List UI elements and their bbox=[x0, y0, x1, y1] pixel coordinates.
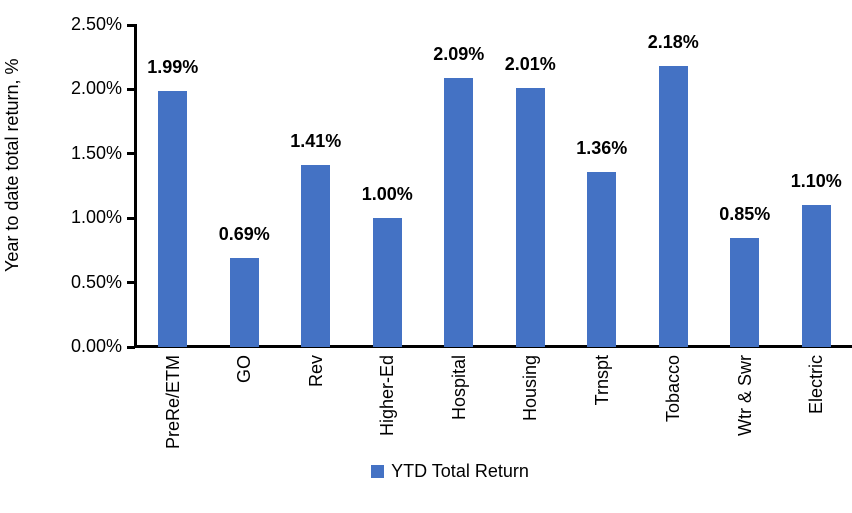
bar bbox=[515, 88, 545, 347]
y-axis-tick-label: 0.00% bbox=[70, 336, 122, 356]
bar-value-label: 2.09% bbox=[433, 43, 485, 64]
legend-item: YTD Total Return bbox=[371, 461, 529, 482]
x-axis-tick-label: GO bbox=[234, 355, 255, 384]
y-axis-tick bbox=[127, 216, 135, 220]
x-axis-tick-label: Electric bbox=[806, 355, 827, 415]
y-axis-tick bbox=[127, 23, 135, 27]
bar-value-label: 0.85% bbox=[719, 203, 771, 224]
bar bbox=[587, 171, 617, 347]
x-axis-tick-label: Housing bbox=[520, 355, 541, 422]
bar-value-label: 0.69% bbox=[218, 224, 270, 245]
x-axis-tick-label: Rev bbox=[305, 355, 326, 388]
bar bbox=[658, 66, 688, 347]
y-axis-tick-label: 1.00% bbox=[70, 207, 122, 228]
bar bbox=[301, 165, 331, 347]
bar-value-label: 1.36% bbox=[576, 137, 628, 158]
y-axis-tick bbox=[127, 345, 135, 349]
bar-value-label: 2.01% bbox=[504, 54, 556, 75]
bar bbox=[158, 90, 188, 347]
plot-area bbox=[134, 24, 852, 348]
legend: YTD Total Return bbox=[0, 461, 852, 482]
y-axis-tick bbox=[127, 87, 135, 91]
x-axis-tick-label: Tobacco bbox=[663, 355, 684, 423]
bar bbox=[229, 258, 259, 347]
x-axis-tick-label: Hospital bbox=[448, 355, 469, 421]
y-axis-tick-label: 2.50% bbox=[70, 14, 122, 34]
x-axis-tick-label: PreRe/ETM bbox=[162, 355, 183, 450]
y-axis-tick-label: 2.00% bbox=[70, 78, 122, 99]
bar bbox=[444, 77, 474, 347]
y-axis-tick bbox=[127, 152, 135, 156]
bar bbox=[372, 218, 402, 347]
x-axis-tick-label: Trnspt bbox=[591, 355, 612, 406]
y-axis-tick-label: 1.50% bbox=[70, 142, 122, 163]
legend-swatch-icon bbox=[371, 465, 385, 478]
legend-label: YTD Total Return bbox=[391, 461, 529, 481]
bar-value-label: 1.10% bbox=[790, 171, 842, 192]
bar bbox=[801, 205, 831, 347]
bar-value-label: 1.41% bbox=[290, 131, 342, 152]
x-axis-tick-label: Wtr & Swr bbox=[734, 355, 755, 436]
bar-value-label: 1.99% bbox=[147, 56, 199, 77]
y-axis-tick-label: 0.50% bbox=[70, 271, 122, 292]
x-axis-tick-label: Higher-Ed bbox=[377, 355, 398, 437]
bar-value-label: 2.18% bbox=[647, 32, 699, 53]
y-axis-tick bbox=[127, 281, 135, 285]
bar-value-label: 1.00% bbox=[361, 184, 413, 205]
bar bbox=[730, 237, 760, 347]
